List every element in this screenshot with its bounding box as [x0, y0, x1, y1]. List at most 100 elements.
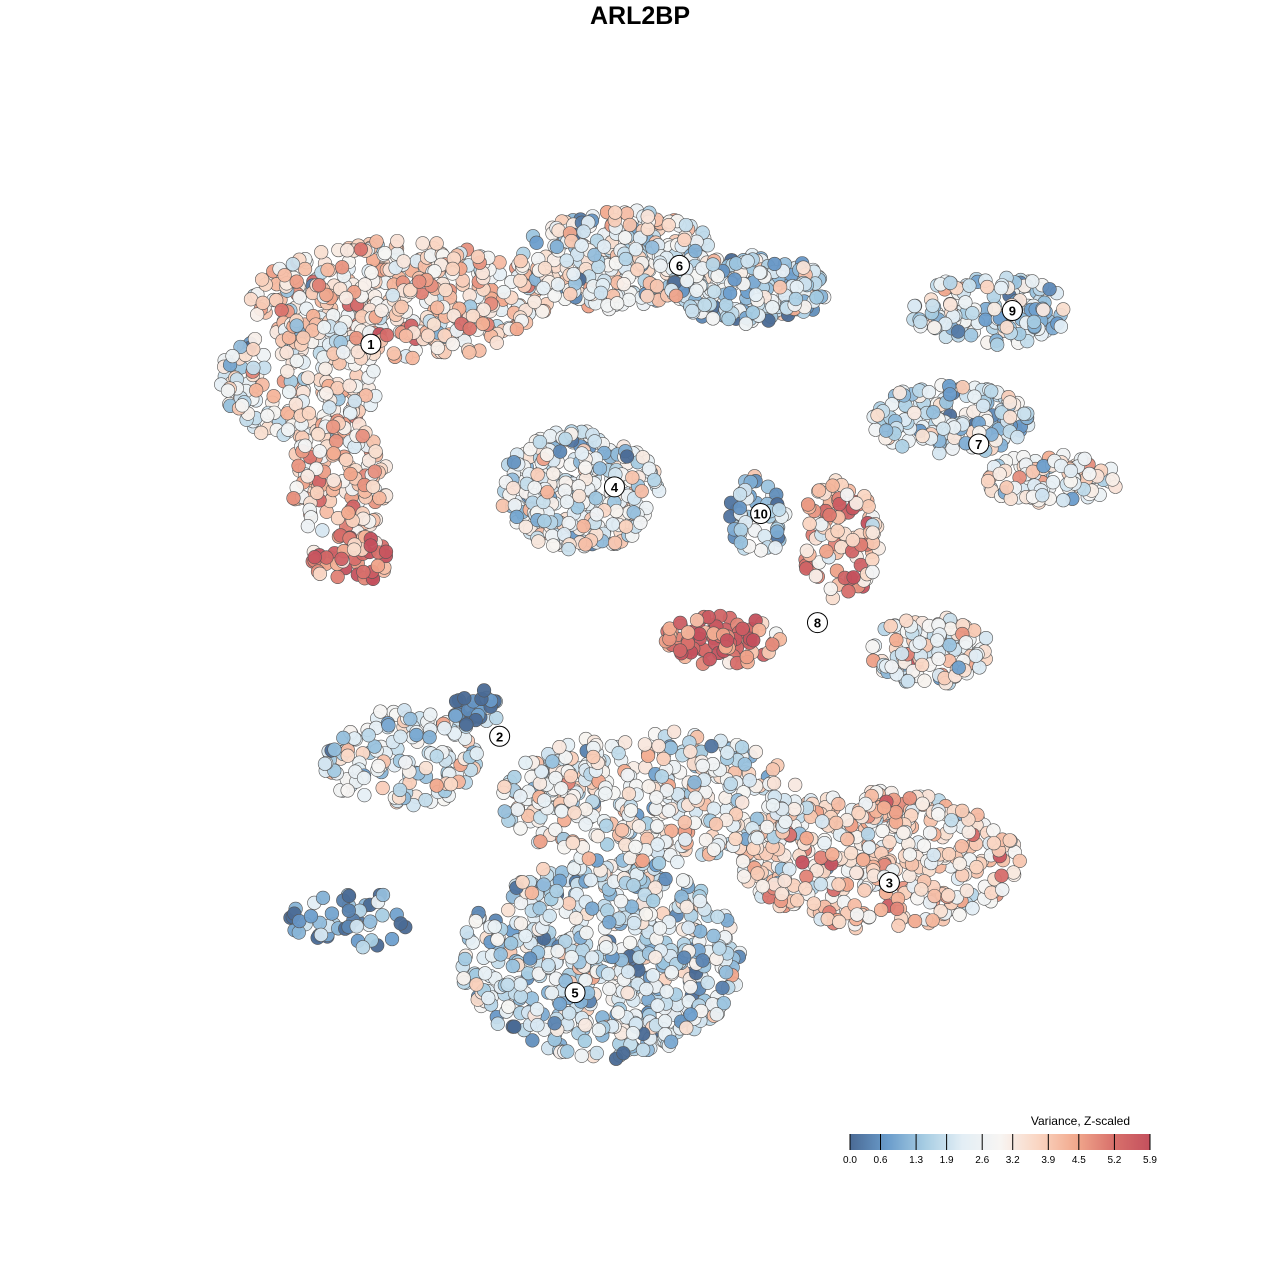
- data-point: [902, 847, 917, 862]
- data-point: [930, 633, 945, 648]
- data-point: [312, 444, 327, 459]
- data-point: [895, 439, 910, 454]
- data-point: [683, 1007, 698, 1022]
- chart-title: ARL2BP: [589, 2, 690, 30]
- data-point: [285, 257, 300, 272]
- data-point: [537, 513, 552, 529]
- data-point: [767, 256, 782, 272]
- data-point: [600, 903, 615, 918]
- data-point: [507, 1019, 522, 1034]
- data-point: [621, 786, 637, 801]
- data-point: [954, 839, 969, 854]
- data-point: [678, 217, 694, 233]
- points-layer: [214, 203, 1123, 1066]
- data-point: [602, 981, 617, 996]
- data-point: [610, 296, 625, 311]
- data-point: [532, 776, 548, 791]
- data-point: [968, 648, 983, 663]
- data-point: [550, 277, 566, 292]
- data-point: [862, 909, 877, 925]
- data-point: [300, 469, 315, 484]
- data-point: [978, 312, 993, 327]
- data-point: [1003, 410, 1018, 425]
- data-point: [1082, 466, 1097, 482]
- data-point: [876, 800, 892, 815]
- data-point: [926, 847, 941, 863]
- data-point: [369, 234, 384, 249]
- data-point: [361, 728, 376, 743]
- data-point: [752, 265, 768, 280]
- data-point: [635, 853, 650, 868]
- data-point: [378, 544, 394, 559]
- data-point: [798, 881, 813, 896]
- data-point: [646, 893, 661, 908]
- data-point: [830, 523, 845, 539]
- data-point: [750, 866, 765, 881]
- data-point: [654, 769, 669, 784]
- data-point: [727, 272, 742, 287]
- data-point: [987, 302, 1002, 317]
- data-point: [980, 279, 995, 295]
- data-point: [292, 290, 307, 305]
- data-point: [892, 385, 907, 401]
- data-point: [618, 251, 633, 267]
- data-point: [679, 899, 694, 915]
- data-point: [861, 840, 877, 855]
- data-point: [340, 243, 355, 258]
- data-point: [823, 581, 838, 596]
- data-point: [430, 300, 445, 315]
- data-point: [353, 242, 368, 257]
- data-point: [857, 883, 872, 898]
- data-point: [921, 384, 937, 400]
- data-point: [601, 966, 616, 982]
- data-point: [799, 543, 814, 558]
- data-point: [598, 786, 613, 801]
- data-point: [574, 238, 589, 253]
- data-point: [358, 388, 373, 403]
- data-point: [316, 320, 332, 335]
- data-point: [1017, 406, 1032, 421]
- data-point: [507, 769, 522, 785]
- data-point: [300, 519, 315, 534]
- data-point: [552, 996, 567, 1012]
- data-point: [371, 758, 386, 774]
- data-point: [549, 239, 564, 254]
- data-point: [850, 907, 865, 922]
- data-point: [489, 335, 504, 350]
- data-point: [326, 419, 341, 434]
- data-point: [704, 739, 719, 754]
- data-point: [650, 837, 665, 852]
- data-point: [317, 756, 333, 771]
- data-point: [501, 903, 516, 918]
- data-point: [565, 835, 580, 850]
- data-point: [303, 909, 319, 924]
- data-point: [653, 258, 668, 273]
- data-point: [618, 519, 634, 534]
- data-point: [254, 272, 270, 287]
- data-point: [539, 447, 555, 462]
- data-point: [907, 298, 922, 314]
- data-point: [327, 742, 342, 757]
- data-point: [421, 328, 436, 343]
- data-point: [324, 906, 339, 921]
- data-point: [969, 860, 984, 875]
- data-point: [986, 836, 1001, 851]
- data-point: [568, 911, 584, 926]
- data-point: [574, 446, 589, 461]
- data-point: [709, 1007, 724, 1022]
- data-point: [554, 781, 569, 796]
- data-point: [527, 480, 542, 495]
- data-point: [811, 483, 827, 498]
- data-point: [343, 466, 358, 482]
- data-point: [505, 958, 520, 974]
- data-point: [529, 1002, 545, 1017]
- data-point: [610, 1005, 626, 1020]
- cluster-label: 9: [1001, 300, 1023, 322]
- data-point: [768, 540, 783, 555]
- data-point: [861, 499, 876, 514]
- data-point: [706, 801, 721, 816]
- data-point: [765, 762, 780, 777]
- data-point: [706, 842, 722, 857]
- data-point: [578, 817, 593, 832]
- data-point: [896, 825, 911, 840]
